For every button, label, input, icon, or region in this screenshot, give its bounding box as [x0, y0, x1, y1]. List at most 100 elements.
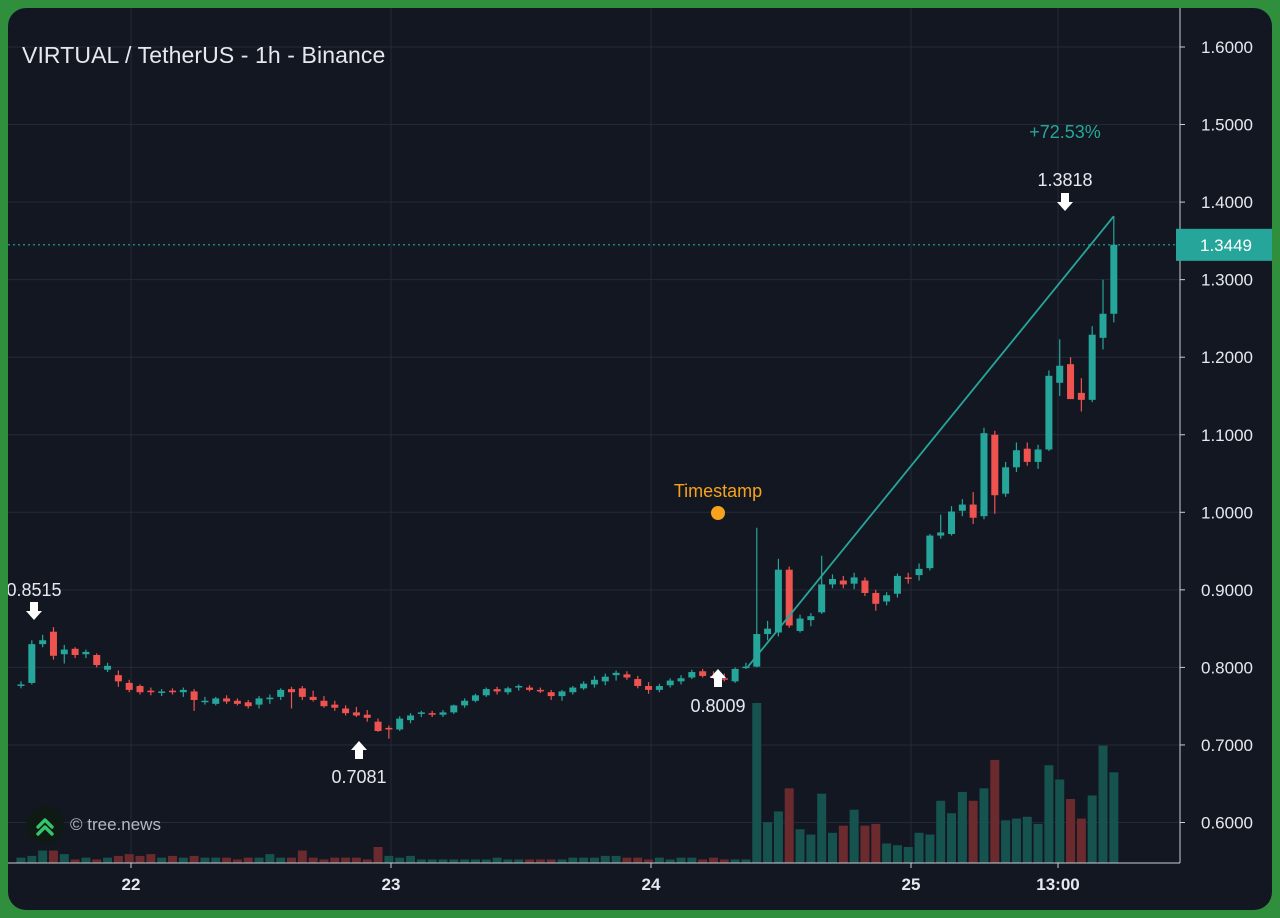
candle-body [233, 700, 241, 704]
candle-body [288, 689, 295, 693]
volume-bar [341, 857, 351, 863]
volume-bar [708, 857, 718, 863]
volume-bar [979, 788, 989, 863]
watermark: © tree.news [26, 806, 161, 844]
arrow-up-icon [351, 741, 367, 759]
volume-bar [1022, 816, 1032, 863]
volume-bar [860, 825, 870, 863]
volume-bar [308, 857, 318, 863]
candle-body [504, 688, 512, 693]
candle-body [17, 684, 25, 686]
candle-body [536, 689, 544, 692]
volume-bar [914, 832, 924, 863]
volume-bar [828, 832, 837, 863]
volume-bar [849, 809, 859, 863]
candle-body [634, 679, 642, 687]
volume-bar [665, 859, 675, 863]
candle-body [71, 648, 79, 655]
volume-bar [16, 857, 26, 863]
candle-body [829, 578, 836, 585]
candle-body [1012, 450, 1020, 468]
event-marker-dot [711, 506, 725, 520]
volume-bar [146, 854, 156, 863]
candle-body [493, 689, 501, 692]
volume-bar [81, 857, 91, 863]
volume-bar [481, 859, 491, 863]
candle-body [590, 679, 598, 685]
volume-bar [763, 822, 773, 863]
candle-body [342, 708, 350, 714]
candle-body [179, 689, 187, 693]
volume-bar [243, 857, 253, 863]
volume-bar [27, 855, 37, 863]
volume-bar [903, 847, 913, 863]
candle-body [655, 686, 663, 690]
volume-bar [167, 855, 177, 863]
y-tick-label: 0.8000 [1201, 658, 1253, 677]
volume-bar [113, 855, 123, 863]
volume-bar [654, 857, 664, 863]
y-tick-label: 0.7000 [1201, 736, 1253, 755]
candle-body [872, 592, 880, 604]
y-tick-label: 1.3000 [1201, 271, 1253, 290]
y-tick-label: 0.9000 [1201, 581, 1253, 600]
volume-bar [373, 847, 383, 863]
volume-bar [135, 855, 145, 863]
candle-body [612, 672, 620, 676]
volume-bar [460, 859, 470, 863]
candle-body [948, 511, 956, 535]
candle-body [158, 691, 166, 693]
volume-bar [1066, 799, 1076, 863]
volume-bar [957, 791, 967, 863]
price-label-high: 1.3818 [1037, 170, 1092, 190]
chart-frame: 1.6000 1.5000 1.4000 1.3000 1.2000 1.1000 1.00… [8, 8, 1272, 910]
volume-bar [1109, 772, 1119, 863]
volume-bar [265, 854, 275, 863]
volume-bar [406, 855, 416, 863]
candle-body [277, 689, 285, 697]
volume-bar [817, 793, 827, 863]
candle-body [114, 675, 122, 682]
volume-bar [416, 859, 426, 863]
candle-body [1056, 365, 1064, 383]
y-tick-label: 1.4000 [1201, 193, 1253, 212]
candle-body [861, 580, 869, 593]
candle-body [417, 712, 425, 714]
volume-bar [92, 859, 102, 863]
x-tick-label: 13:00 [1036, 875, 1079, 894]
candle-body [526, 687, 534, 690]
candle-body [298, 688, 306, 697]
candle-body [385, 727, 393, 730]
volume-bar [557, 859, 567, 863]
volume-bar [124, 854, 134, 863]
candle-body [482, 689, 490, 696]
volume-bar [362, 859, 372, 863]
volume-bar [535, 859, 545, 863]
volume-bar [644, 859, 654, 863]
candle-body [201, 700, 209, 703]
volume-bar [330, 857, 340, 863]
candle-body [774, 569, 782, 633]
volume-bar [254, 857, 264, 863]
candle-body [742, 666, 750, 669]
candle-body [407, 715, 415, 721]
volume-bar [438, 859, 448, 863]
price-label-event-low: 0.8009 [690, 696, 745, 716]
volume-bar [503, 859, 513, 863]
volume-bar [784, 788, 794, 863]
candle-body [580, 683, 588, 689]
candle-body [893, 575, 901, 594]
volume-bar [287, 857, 296, 863]
y-tick-label: 1.5000 [1201, 116, 1253, 135]
volume-bar [514, 859, 524, 863]
candle-body [461, 700, 469, 706]
y-tick-label: 1.2000 [1201, 348, 1253, 367]
candle-body [1034, 449, 1042, 462]
candle-body [785, 569, 793, 626]
candle-body [82, 651, 90, 655]
candle-body [645, 686, 653, 690]
volume-bar [698, 859, 708, 863]
volume-bar [449, 859, 459, 863]
candle-body [374, 721, 382, 731]
candlestick-chart[interactable]: 1.6000 1.5000 1.4000 1.3000 1.2000 1.1000 1.00… [8, 8, 1272, 910]
